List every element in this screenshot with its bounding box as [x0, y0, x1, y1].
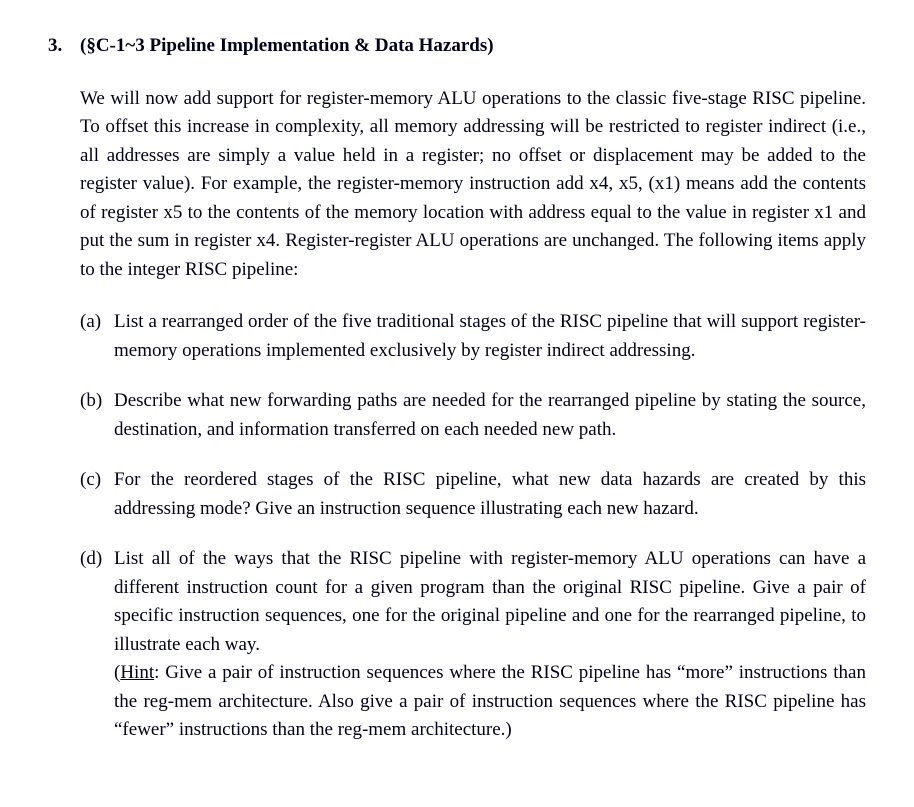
subitem-b-text: Describe what new forwarding paths are n… [114, 387, 866, 444]
question-content: (§C-1~3 Pipeline Implementation & Data H… [80, 32, 866, 767]
intro-paragraph: We will now add support for register-mem… [80, 85, 866, 285]
subitem-b: (b) Describe what new forwarding paths a… [80, 387, 866, 444]
subitem-b-label: (b) [80, 387, 114, 416]
subitem-d-text1: List all of the ways that the RISC pipel… [114, 548, 866, 655]
subitem-c-text: For the reordered stages of the RISC pip… [114, 466, 866, 523]
question-title: (§C-1~3 Pipeline Implementation & Data H… [80, 32, 866, 61]
subitem-a-text: List a rearranged order of the five trad… [114, 308, 866, 365]
subitem-a: (a) List a rearranged order of the five … [80, 308, 866, 365]
subitem-c-label: (c) [80, 466, 114, 495]
subitem-d-text: List all of the ways that the RISC pipel… [114, 545, 866, 745]
subitem-d: (d) List all of the ways that the RISC p… [80, 545, 866, 745]
hint-label: Hint [120, 662, 154, 683]
hint-rest: : Give a pair of instruction sequences w… [114, 662, 866, 740]
question-number: 3. [48, 32, 80, 61]
question-block: 3. (§C-1~3 Pipeline Implementation & Dat… [48, 32, 866, 767]
subitem-d-label: (d) [80, 545, 114, 574]
subitem-c: (c) For the reordered stages of the RISC… [80, 466, 866, 523]
subitem-a-label: (a) [80, 308, 114, 337]
